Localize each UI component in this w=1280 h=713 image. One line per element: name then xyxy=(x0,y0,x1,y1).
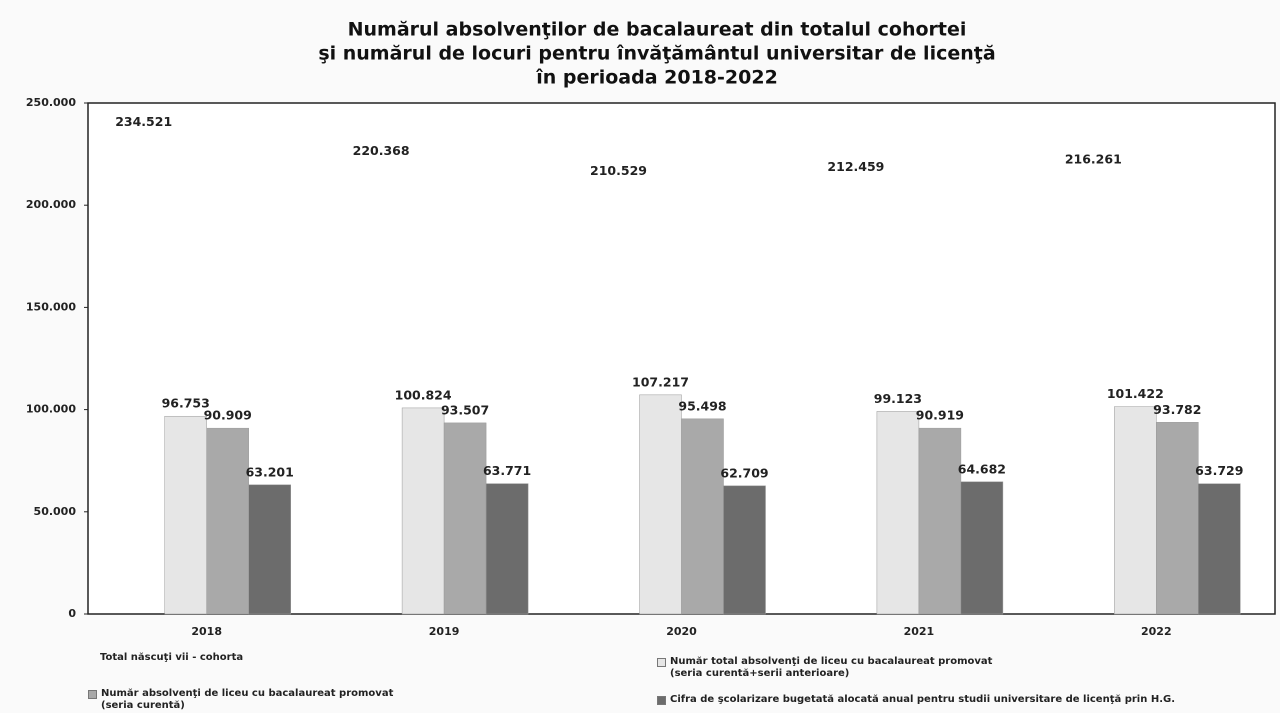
legend-swatch xyxy=(88,690,97,699)
x-tick-label: 2021 xyxy=(904,625,935,638)
legend-swatch xyxy=(657,696,666,705)
y-tick-label: 200.000 xyxy=(26,198,76,211)
legend-entry: Total născuţi vii - cohorta xyxy=(100,652,243,664)
bar xyxy=(723,485,766,615)
legend-entry: Cifra de şcolarizare bugetată alocată an… xyxy=(657,694,1175,706)
value-label: 100.824 xyxy=(395,387,452,402)
legend-label: Număr total absolvenţi de liceu cu bacal… xyxy=(670,656,993,679)
legend-entry: Număr total absolvenţi de liceu cu bacal… xyxy=(657,656,992,680)
chart-title: în perioada 2018-2022 xyxy=(535,67,778,89)
value-label: 62.709 xyxy=(720,465,768,480)
bar xyxy=(206,427,249,615)
bar xyxy=(960,481,1004,615)
value-label: 107.217 xyxy=(632,374,689,389)
bar xyxy=(918,427,962,615)
y-tick-label: 50.000 xyxy=(34,505,77,518)
bar xyxy=(248,484,291,615)
bar xyxy=(639,394,682,615)
bar xyxy=(1114,406,1157,615)
value-label: 93.507 xyxy=(441,402,489,417)
x-tick-label: 2020 xyxy=(666,625,697,638)
legend-swatch xyxy=(657,658,666,667)
y-tick-label: 250.000 xyxy=(26,96,76,109)
value-label: 93.782 xyxy=(1153,402,1201,417)
value-label: 101.422 xyxy=(1107,386,1164,401)
x-tick-label: 2018 xyxy=(191,625,222,638)
value-label: 90.919 xyxy=(916,408,964,423)
y-tick-label: 150.000 xyxy=(26,300,76,313)
legend-entry: Număr absolvenţi de liceu cu bacalaureat… xyxy=(88,688,393,712)
value-label: 63.729 xyxy=(1195,463,1243,478)
value-label: 212.459 xyxy=(827,159,884,174)
value-label: 220.368 xyxy=(353,143,410,158)
value-label: 63.201 xyxy=(246,464,294,479)
value-label: 63.771 xyxy=(483,463,531,478)
bar xyxy=(164,415,207,615)
y-tick-label: 100.000 xyxy=(26,403,76,416)
legend-label: Număr absolvenţi de liceu cu bacalaureat… xyxy=(101,688,394,711)
value-label: 216.261 xyxy=(1065,151,1122,166)
legend-label: Cifra de şcolarizare bugetată alocată an… xyxy=(670,694,1176,705)
bar xyxy=(876,411,920,615)
x-tick-label: 2022 xyxy=(1141,625,1172,638)
legend-label: Total născuţi vii - cohorta xyxy=(100,652,244,663)
bar xyxy=(401,407,445,615)
value-label: 64.682 xyxy=(958,461,1006,476)
bar xyxy=(443,422,487,615)
x-tick-label: 2019 xyxy=(429,625,460,638)
value-label: 99.123 xyxy=(874,391,922,406)
bar xyxy=(1156,422,1199,615)
chart-title: Numărul absolvenţilor de bacalaureat din… xyxy=(348,19,967,41)
value-label: 210.529 xyxy=(590,163,647,178)
bar xyxy=(1198,483,1241,615)
value-label: 96.753 xyxy=(162,396,210,411)
chart-title: şi numărul de locuri pentru învăţământul… xyxy=(318,43,995,65)
value-label: 234.521 xyxy=(115,114,172,129)
value-label: 95.498 xyxy=(678,398,726,413)
y-tick-label: 0 xyxy=(68,607,76,620)
bar xyxy=(681,418,724,615)
value-label: 90.909 xyxy=(204,408,252,423)
bar xyxy=(485,483,529,615)
